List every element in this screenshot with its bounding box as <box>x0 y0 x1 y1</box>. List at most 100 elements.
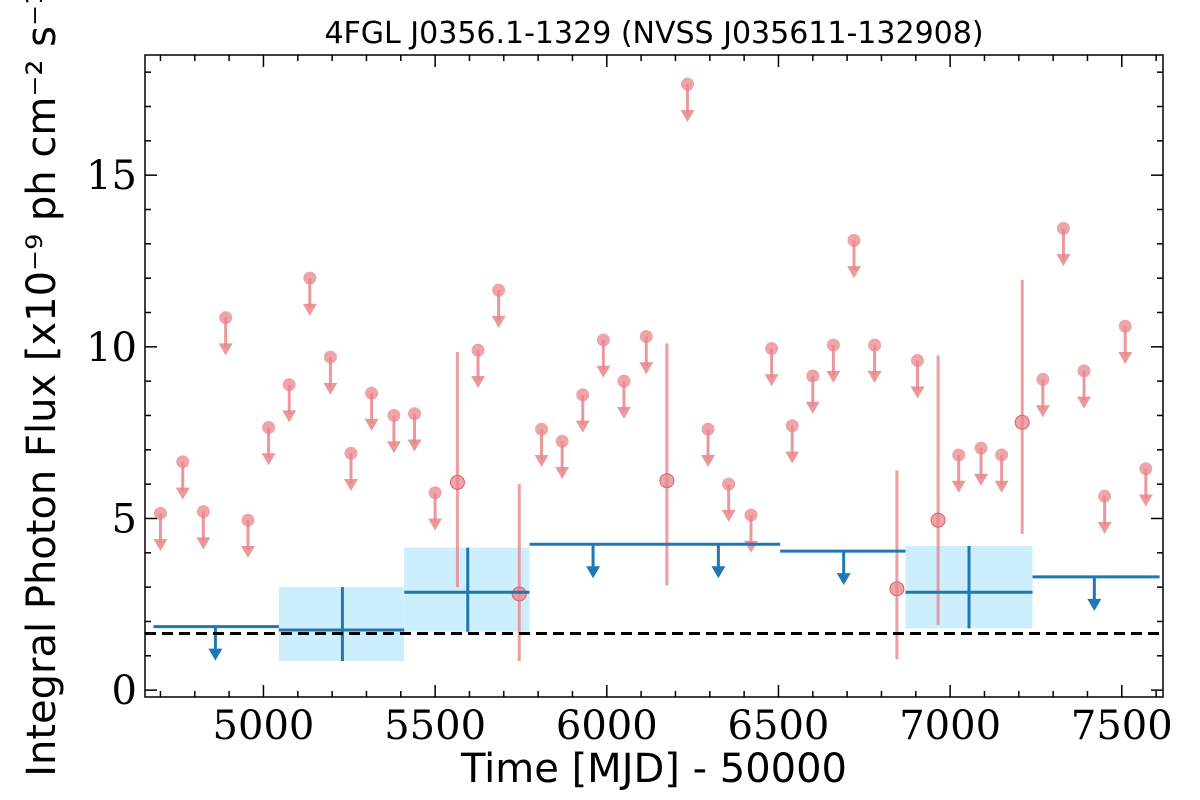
monthly-upper-limit-point <box>722 477 736 491</box>
monthly-upper-limit-arrowhead <box>1118 351 1133 364</box>
monthly-upper-limit-point <box>176 455 190 469</box>
monthly-upper-limit-arrowhead <box>743 540 758 553</box>
monthly-upper-limit-point <box>995 448 1009 462</box>
monthly-upper-limit-arrowhead <box>764 374 779 387</box>
monthly-upper-limit-point <box>639 330 653 344</box>
monthly-upper-limit-arrowhead <box>639 362 654 375</box>
monthly-upper-limit-arrowhead <box>951 480 966 493</box>
monthly-upper-limit-arrowhead <box>471 376 486 389</box>
monthly-upper-limit-arrowhead <box>302 303 317 316</box>
yearly-upper-limit-arrowhead <box>836 573 851 586</box>
monthly-upper-limit-arrowhead <box>1097 521 1112 534</box>
monthly-upper-limit-arrowhead <box>175 487 190 500</box>
monthly-upper-limit-arrowhead <box>701 454 716 467</box>
monthly-upper-limit-point <box>952 448 966 462</box>
monthly-upper-limit-point <box>576 388 590 402</box>
monthly-upper-limit-point <box>911 354 925 368</box>
monthly-upper-limit-point <box>241 513 255 527</box>
monthly-upper-limit-point <box>1077 364 1091 378</box>
monthly-upper-limit-point <box>344 446 358 460</box>
yearly-upper-limit-arrowhead <box>586 566 601 579</box>
monthly-upper-limit-point <box>1056 221 1070 235</box>
monthly-upper-limit-arrowhead <box>1138 494 1153 507</box>
x-tick-label: 5000 <box>213 703 315 749</box>
monthly-upper-limit-arrowhead <box>846 266 861 279</box>
monthly-upper-limit-arrowhead <box>491 315 506 328</box>
monthly-upper-limit-point <box>471 343 485 357</box>
y-tick-label: 0 <box>112 668 137 714</box>
monthly-upper-limit-arrowhead <box>196 537 211 550</box>
monthly-upper-limit-arrowhead <box>1056 254 1071 267</box>
x-tick-label: 7000 <box>899 703 1001 749</box>
monthly-upper-limit-arrowhead <box>153 539 168 552</box>
monthly-upper-limit-arrowhead <box>261 453 276 466</box>
monthly-upper-limit-arrowhead <box>218 343 233 356</box>
yearly-upper-limit-arrowhead <box>1087 598 1102 611</box>
monthly-upper-limit-arrowhead <box>364 418 379 431</box>
monthly-upper-limit-point <box>701 422 715 436</box>
monthly-upper-limit-point <box>680 77 694 91</box>
plot-frame <box>144 54 1164 698</box>
plot-area <box>145 77 1163 661</box>
monthly-upper-limit-arrowhead <box>805 401 820 414</box>
monthly-upper-limit-arrowhead <box>785 451 800 464</box>
monthly-upper-limit-point <box>428 486 442 500</box>
y-tick-label: 5 <box>112 496 137 542</box>
y-tick-label: 15 <box>86 153 137 199</box>
monthly-upper-limit-point <box>868 338 882 352</box>
monthly-upper-limit-point <box>387 408 401 422</box>
monthly-upper-limit-point <box>196 505 210 519</box>
monthly-upper-limit-point <box>1118 319 1132 333</box>
x-tick-label: 5500 <box>384 703 486 749</box>
monthly-upper-limit-point <box>219 311 233 325</box>
monthly-upper-limit-arrowhead <box>323 382 338 395</box>
monthly-upper-limit-point <box>408 407 422 421</box>
monthly-upper-limit-point <box>765 342 779 356</box>
chart-title: 4FGL J0356.1-1329 (NVSS J035611-132908) <box>324 16 983 51</box>
x-axis-title: Time [MJD] - 50000 <box>460 746 847 792</box>
monthly-upper-limit-arrowhead <box>534 454 549 467</box>
monthly-upper-limit-point <box>323 350 337 364</box>
monthly-upper-limit-arrowhead <box>386 441 401 454</box>
monthly-detection-point <box>659 473 675 489</box>
monthly-upper-limit-point <box>617 374 631 388</box>
x-tick-label: 7500 <box>1071 703 1173 749</box>
monthly-upper-limit-point <box>974 441 988 455</box>
monthly-upper-limit-arrowhead <box>407 439 422 452</box>
monthly-upper-limit-point <box>826 338 840 352</box>
monthly-upper-limit-arrowhead <box>680 109 695 122</box>
monthly-upper-limit-point <box>1139 462 1153 476</box>
y-axis-title: Integral Photon Flux [x10⁻⁹ ph cm⁻² s⁻¹] <box>19 0 65 777</box>
axes: 5000 5500 6000 6500 7000 7500 0 5 10 15 <box>86 54 1173 749</box>
monthly-upper-limit-point <box>492 283 506 297</box>
monthly-detection-point <box>1014 414 1030 430</box>
monthly-upper-limit-point <box>596 333 610 347</box>
yearly-upper-limit-arrowhead <box>711 566 726 579</box>
monthly-detection-point <box>889 581 905 597</box>
monthly-detection-point <box>930 512 946 528</box>
monthly-upper-limit-arrowhead <box>596 365 611 378</box>
monthly-upper-limit-arrowhead <box>867 370 882 383</box>
monthly-upper-limit-point <box>806 369 820 383</box>
monthly-upper-limit-arrowhead <box>428 518 443 531</box>
monthly-upper-limit-point <box>847 233 861 247</box>
monthly-upper-limit-arrowhead <box>616 406 631 419</box>
monthly-upper-limit-point <box>303 271 317 285</box>
monthly-upper-limit-arrowhead <box>910 386 925 399</box>
monthly-upper-limit-point <box>744 508 758 522</box>
monthly-detection-point <box>449 474 465 490</box>
monthly-detection-point <box>511 586 527 602</box>
monthly-upper-limit-point <box>555 434 569 448</box>
monthly-upper-limit-arrowhead <box>1035 405 1050 418</box>
monthly-upper-limit-arrowhead <box>282 410 297 423</box>
monthly-upper-limit-point <box>153 506 167 520</box>
monthly-upper-limit-point <box>785 419 799 433</box>
monthly-upper-limit-arrowhead <box>974 473 989 486</box>
monthly-upper-limit-arrowhead <box>721 509 736 522</box>
monthly-upper-limit-point <box>365 386 379 400</box>
monthly-upper-limit-point <box>262 420 276 434</box>
monthly-upper-limit-arrowhead <box>575 420 590 433</box>
monthly-upper-limit-point <box>1036 372 1050 386</box>
yearly-upper-limit-arrowhead <box>208 648 223 661</box>
